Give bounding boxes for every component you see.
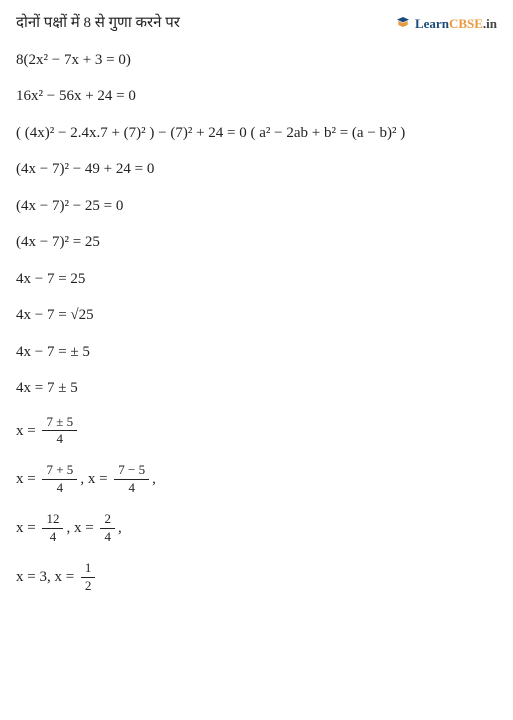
equation-5: (4x − 7)² − 25 = 0 xyxy=(16,195,497,218)
den: 4 xyxy=(46,529,61,546)
frac-12b: 7 − 54 xyxy=(114,462,149,497)
frac-13a: 124 xyxy=(42,511,63,546)
frac-14: 12 xyxy=(81,560,96,595)
header-text: दोनों पक्षों में 8 से गुणा करने पर xyxy=(16,12,180,35)
equation-2: 16x² − 56x + 24 = 0 xyxy=(16,85,497,108)
eq12-pre: x = xyxy=(16,471,39,487)
equation-13: x = 124, x = 24, xyxy=(16,511,497,546)
eq12-end: , xyxy=(152,471,156,487)
eq12-mid: , x = xyxy=(80,471,111,487)
equation-6: (4x − 7)² = 25 xyxy=(16,231,497,254)
equation-14: x = 3, x = 12 xyxy=(16,560,497,595)
equation-8: 4x − 7 = √25 xyxy=(16,304,497,327)
den: 4 xyxy=(100,529,115,546)
equation-1: 8(2x² − 7x + 3 = 0) xyxy=(16,49,497,72)
book-icon xyxy=(395,15,411,31)
wm-cbse: CBSE xyxy=(449,16,483,31)
num: 7 ± 5 xyxy=(42,414,77,432)
equation-7: 4x − 7 = 25 xyxy=(16,268,497,291)
equation-11: x = 7 ± 54 xyxy=(16,414,497,449)
frac-12a: 7 + 54 xyxy=(42,462,77,497)
den: 4 xyxy=(124,480,139,497)
eq14-pre: x = 3, x = xyxy=(16,569,78,585)
num: 2 xyxy=(100,511,115,529)
num: 7 + 5 xyxy=(42,462,77,480)
num: 12 xyxy=(42,511,63,529)
equation-10: 4x = 7 ± 5 xyxy=(16,377,497,400)
eq13-mid: , x = xyxy=(66,520,97,536)
watermark: LearnCBSE.in xyxy=(395,14,497,34)
frac-11: 7 ± 54 xyxy=(42,414,77,449)
den: 4 xyxy=(53,431,68,448)
header-row: दोनों पक्षों में 8 से गुणा करने पर Learn… xyxy=(16,12,497,35)
wm-learn: Learn xyxy=(415,16,449,31)
eq13-pre: x = xyxy=(16,520,39,536)
den: 4 xyxy=(53,480,68,497)
equation-12: x = 7 + 54, x = 7 − 54, xyxy=(16,462,497,497)
eq11-pre: x = xyxy=(16,422,39,438)
den: 2 xyxy=(81,578,96,595)
frac-13b: 24 xyxy=(100,511,115,546)
equation-9: 4x − 7 = ± 5 xyxy=(16,341,497,364)
equation-4: (4x − 7)² − 49 + 24 = 0 xyxy=(16,158,497,181)
wm-in: .in xyxy=(483,16,497,31)
eq13-end: , xyxy=(118,520,122,536)
equation-3: ( (4x)² − 2.4x.7 + (7)² ) − (7)² + 24 = … xyxy=(16,122,497,145)
num: 1 xyxy=(81,560,96,578)
num: 7 − 5 xyxy=(114,462,149,480)
